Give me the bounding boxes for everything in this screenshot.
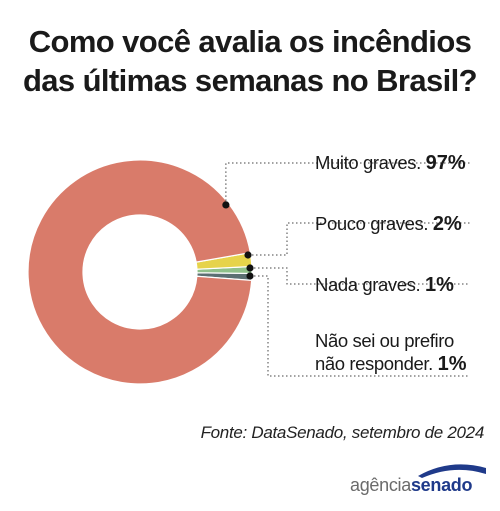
label-nada-graves: Nada graves. 1% xyxy=(315,273,454,297)
label-pouco-graves: Pouco graves. 2% xyxy=(315,212,462,236)
label-muito-graves: Muito graves. 97% xyxy=(315,151,466,175)
chart-title: Como você avalia os incêndios das última… xyxy=(0,22,500,100)
label-nao-sei: Não sei ou prefiro não responder. 1% xyxy=(315,329,467,376)
label-nao-sei-text-c: não responder. xyxy=(315,353,433,374)
logo-wordmark: agênciasenado xyxy=(350,475,472,496)
logo-arc-icon xyxy=(418,464,486,478)
label-muito-graves-value: 97% xyxy=(425,152,466,174)
chart-title-line-1: Como você avalia os incêndios xyxy=(28,24,472,59)
logo-word-senado: senado xyxy=(410,475,473,495)
label-muito-graves-text: Muito graves. xyxy=(315,152,421,173)
label-nada-graves-value: 1% xyxy=(424,274,454,296)
source-note: Fonte: DataSenado, setembro de 2024 xyxy=(200,423,485,442)
slice-muito-graves xyxy=(27,159,253,385)
label-nao-sei-line-2: não responder. 1% xyxy=(315,352,467,376)
leader-lines xyxy=(222,162,470,377)
logo-word-agencia: agência xyxy=(350,475,411,495)
leader-dot-muito-graves xyxy=(222,201,230,209)
leader-dot-nao-sei xyxy=(246,272,254,280)
leader-dot-nada-graves xyxy=(246,264,254,272)
leader-dot-pouco-graves xyxy=(244,251,252,259)
leader-line-nao-sei xyxy=(250,275,470,377)
label-nada-graves-text: Nada graves. xyxy=(315,274,421,295)
label-pouco-graves-text: Pouco graves. xyxy=(315,213,429,234)
leader-line-nada-graves xyxy=(250,267,470,285)
agencia-senado-logo: agênciasenado xyxy=(350,456,490,496)
label-nao-sei-value: 1% xyxy=(437,353,467,375)
label-nao-sei-text-b: prefiro xyxy=(404,330,454,351)
leader-line-muito-graves xyxy=(225,162,470,205)
label-pouco-graves-value: 2% xyxy=(432,213,462,235)
label-nao-sei-text-a: Não sei ou xyxy=(315,330,400,351)
donut-slices xyxy=(27,159,253,385)
label-nao-sei-line-1: Não sei ou prefiro xyxy=(315,329,467,352)
chart-title-line-2: das últimas semanas no Brasil? xyxy=(22,63,478,98)
